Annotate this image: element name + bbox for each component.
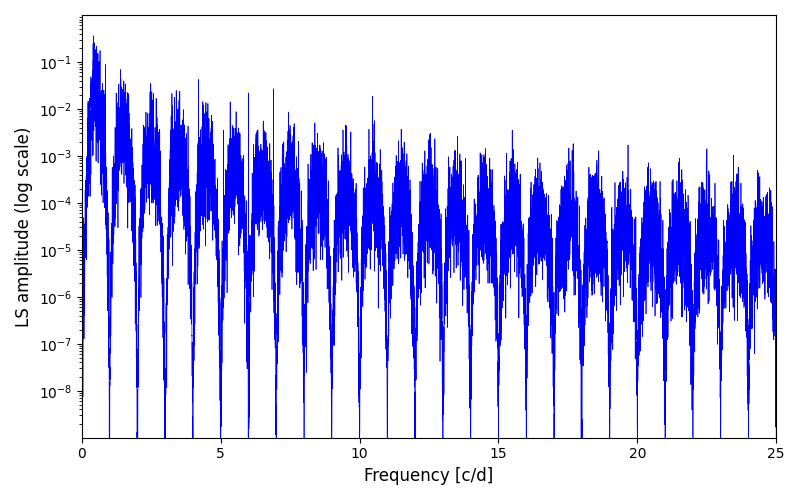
Y-axis label: LS amplitude (log scale): LS amplitude (log scale) [15, 126, 33, 326]
X-axis label: Frequency [c/d]: Frequency [c/d] [364, 467, 494, 485]
